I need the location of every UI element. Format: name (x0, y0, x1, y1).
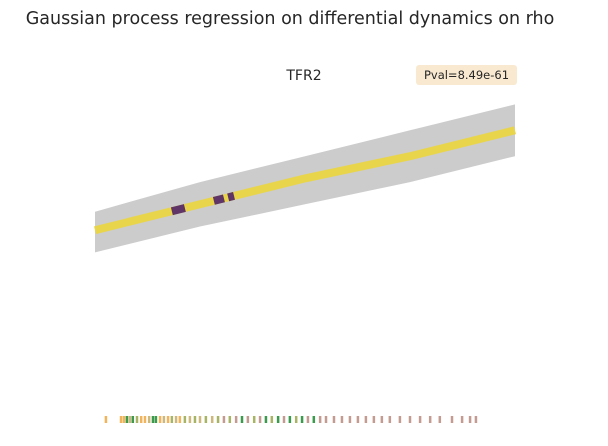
chart-title: Gaussian process regression on different… (26, 9, 555, 29)
highlight-segment (212, 194, 225, 205)
mean-line (94, 126, 516, 235)
subplot-title: TFR2 (285, 68, 321, 84)
highlight-segment (170, 204, 186, 216)
annotation-box (416, 65, 517, 85)
highlight-segment (227, 192, 235, 202)
annotation: Pval=8.49e-61 (424, 68, 509, 82)
